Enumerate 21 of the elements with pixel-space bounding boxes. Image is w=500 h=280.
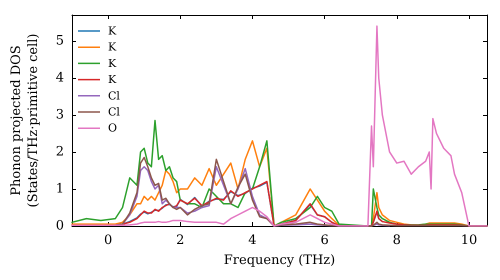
legend-label: O	[108, 122, 118, 135]
x-axis-title: Frequency (THz)	[224, 252, 336, 268]
y-tick-label: 1	[56, 181, 64, 196]
legend-label: K	[108, 24, 117, 38]
x-tick-label: 4	[248, 233, 257, 248]
legend-label: Cl	[108, 106, 120, 118]
x-tick-label: 0	[104, 233, 112, 248]
y-tick-label: 3	[56, 107, 64, 122]
y-tick-label: 2	[56, 144, 64, 160]
legend-label: K	[108, 73, 117, 86]
y-tick-label: 4	[56, 70, 64, 86]
legend-label: Cl	[108, 89, 120, 102]
y-tick-label: 0	[56, 218, 64, 234]
y-axis-title: Phonon projected DOS (States/THz·primitive cell)	[9, 33, 41, 208]
x-tick-label: 8	[392, 233, 401, 248]
x-tick-label: 6	[320, 233, 329, 248]
legend-label: K	[108, 56, 117, 70]
x-tick-label: 2	[176, 233, 184, 248]
y-tick-label: 5	[56, 33, 64, 48]
x-tick-label: 10	[460, 233, 478, 248]
legend-label: K	[108, 40, 117, 54]
